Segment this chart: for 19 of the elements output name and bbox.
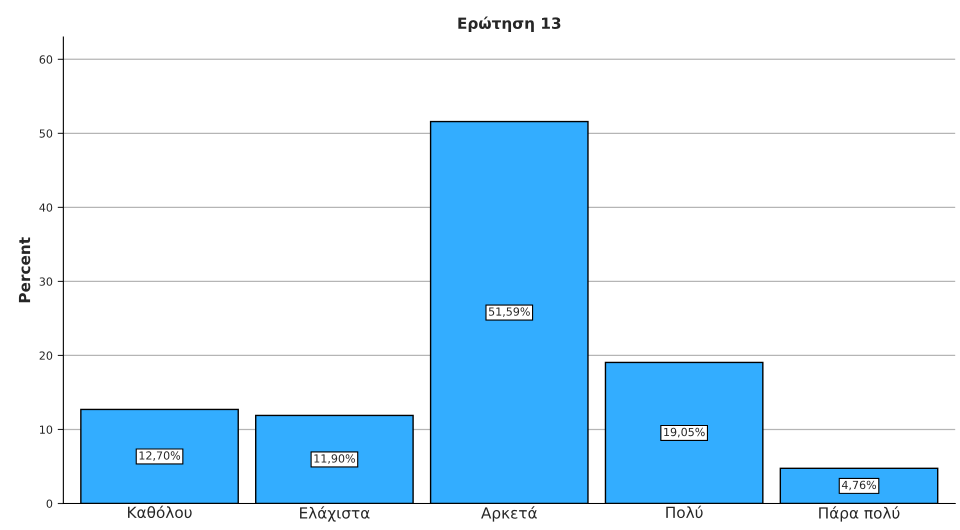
- y-tick-label: 40: [39, 203, 52, 212]
- data-label: 51,59%: [488, 307, 530, 317]
- y-tick-label: 20: [40, 351, 52, 360]
- data-label: 19,05%: [664, 428, 705, 438]
- x-tick-label: Καθόλου: [128, 506, 192, 518]
- y-axis-title: Percent: [18, 237, 30, 302]
- y-tick-label: 10: [40, 425, 52, 434]
- x-tick-label: Πολύ: [666, 506, 703, 518]
- y-tick-label: 60: [40, 55, 52, 64]
- y-tick-label: 0: [46, 499, 52, 508]
- y-tick-label: 50: [40, 129, 52, 138]
- y-tick-label: 30: [40, 277, 52, 286]
- x-tick-label: Αρκετά: [481, 506, 537, 522]
- x-tick-label: Ελάχιστα: [300, 506, 370, 522]
- data-label: 11,90%: [314, 454, 355, 464]
- data-label: 12,70%: [140, 451, 180, 461]
- x-tick-label: Πάρα πολύ: [819, 506, 900, 522]
- chart-title: Ερώτηση 13: [458, 16, 560, 32]
- data-label: 4,76%: [842, 480, 876, 490]
